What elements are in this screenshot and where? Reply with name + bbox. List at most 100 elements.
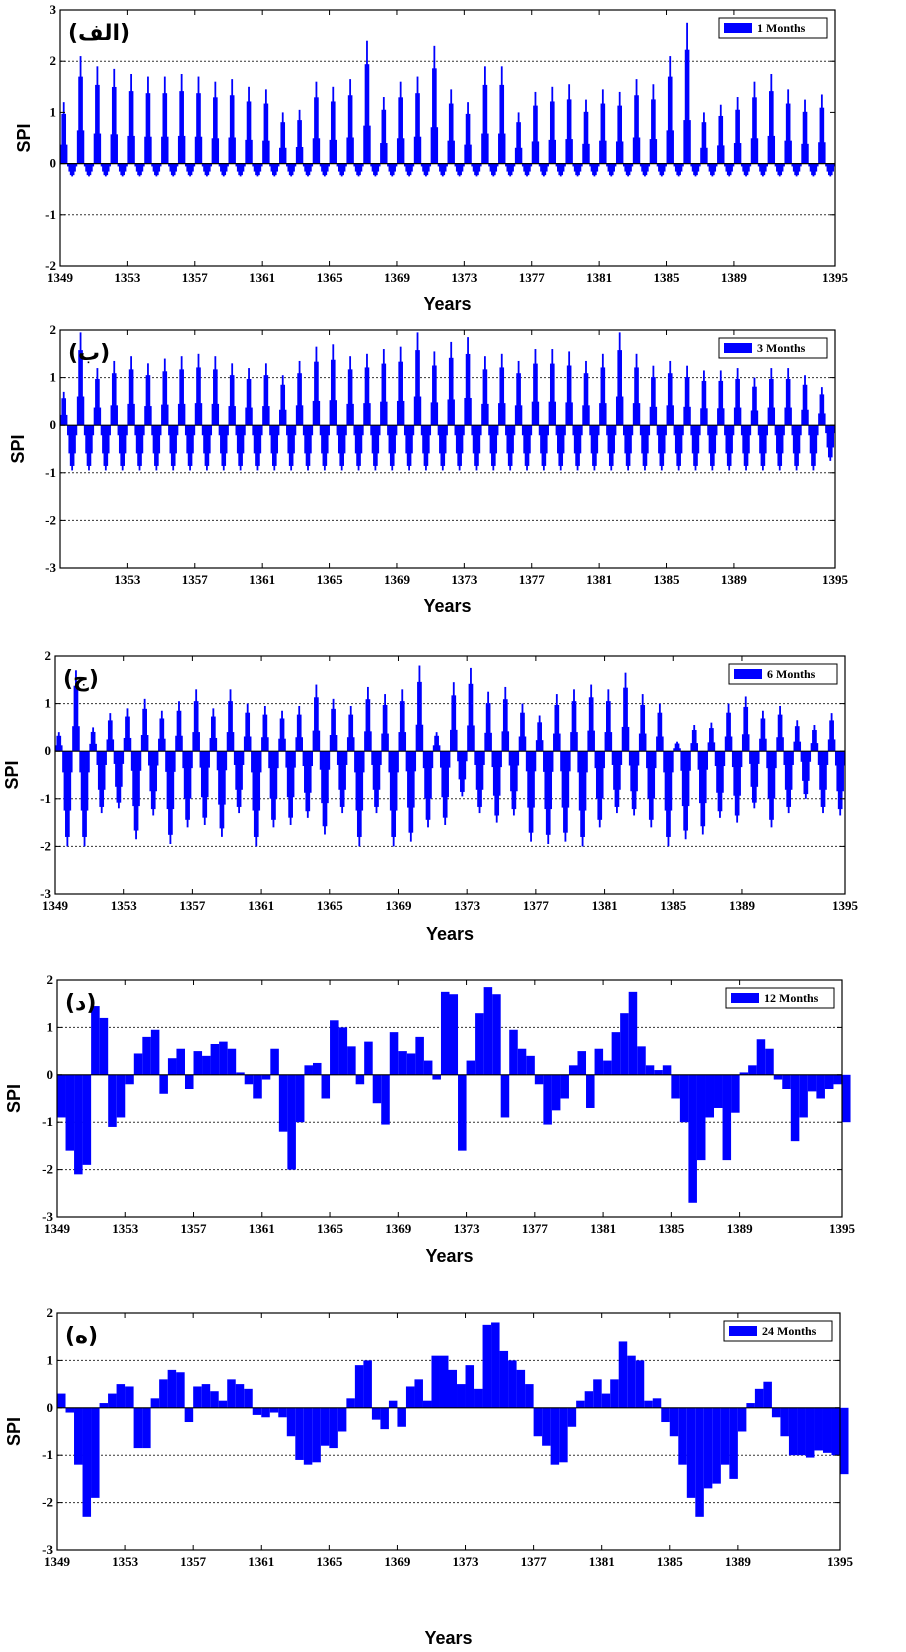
bar [279,409,281,426]
bar [615,396,618,426]
bar [217,138,220,164]
bar [367,64,370,164]
bar [222,163,225,177]
bar [339,163,342,176]
bar [485,369,488,426]
bar [268,751,271,769]
bar [196,367,198,426]
bar [368,699,371,752]
bar [142,425,145,436]
bar [559,425,562,471]
bar [741,734,744,752]
bar [580,425,583,436]
bar [260,163,263,167]
x-axis-title: Years [424,1628,472,1648]
bar [207,163,210,176]
bar [538,163,541,167]
bar [342,425,345,466]
bar [525,751,528,772]
bar [660,163,663,177]
bar [724,163,726,167]
bar [372,751,375,790]
bar [481,751,484,790]
bar [248,368,250,426]
bar [57,732,60,752]
bar [495,751,498,823]
bar [480,751,482,807]
bar [593,1379,602,1408]
bar [564,425,566,436]
bar [116,751,119,803]
bar [717,751,720,812]
bar [183,751,186,799]
bar [395,425,398,436]
bar [438,745,441,752]
x-tick-label: 1395 [822,572,849,587]
bar [767,407,770,426]
bar [771,91,774,164]
bar [145,375,148,426]
bar [218,1400,228,1408]
bar [457,163,460,176]
bar [223,751,226,805]
bar [719,370,722,426]
bar [752,386,754,426]
bar [601,751,604,799]
bar [127,135,130,164]
bar [446,425,448,436]
bar [728,425,731,471]
bar [562,163,565,172]
bar [520,147,523,164]
bar [576,163,579,177]
bar [665,163,667,167]
bar [214,356,217,426]
bar [385,704,388,752]
bar [145,708,147,752]
bar [681,751,684,807]
bar [813,725,816,752]
bar [272,425,274,466]
bar [337,163,340,172]
bar [413,396,416,426]
bar [208,163,211,172]
bar [540,163,542,172]
bar [652,84,655,164]
bar [662,425,665,466]
bar [831,1407,840,1456]
bar [296,714,299,752]
bar [542,163,545,177]
bar [815,163,818,172]
bar [581,751,584,847]
bar [413,136,416,164]
bar [739,407,742,426]
bar [432,365,434,426]
bar [818,142,820,164]
bar [325,751,328,827]
bar [749,163,752,167]
bar [524,163,527,176]
bar [521,163,524,167]
bar [788,1407,798,1456]
bar [660,712,663,752]
bar [744,696,747,752]
bar [227,1379,236,1408]
bar [147,363,149,426]
bar [362,751,365,773]
bar [467,102,469,164]
bar [836,751,839,792]
bar [86,163,89,176]
bar [757,751,760,764]
bar [748,1065,757,1075]
bar [733,407,736,426]
bar [138,163,141,177]
bar [198,367,201,426]
bar [720,1407,730,1465]
bar [184,163,187,167]
bar [455,163,458,172]
bar [416,332,419,426]
bar [746,1403,755,1408]
bar [92,727,95,752]
bar [103,425,106,466]
bar [71,163,74,177]
bar [270,163,273,172]
